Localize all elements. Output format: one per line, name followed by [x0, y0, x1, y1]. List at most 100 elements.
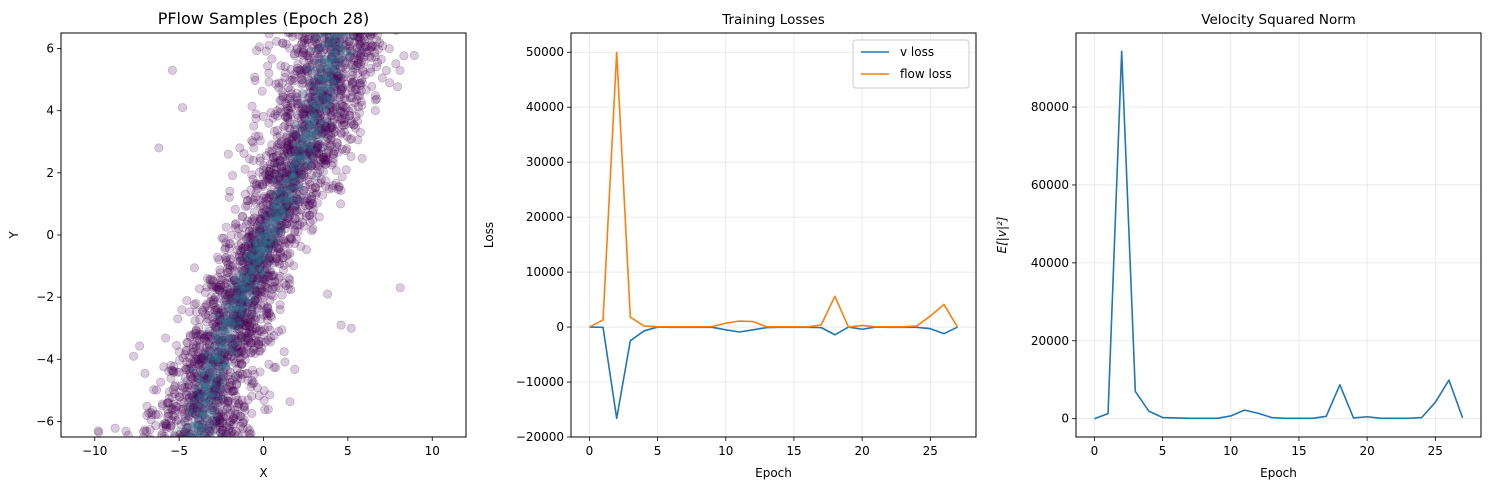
losses-series-line-1 — [589, 51, 959, 328]
density-point — [272, 162, 278, 169]
scatter-point — [244, 335, 254, 345]
density-point — [257, 234, 263, 240]
scatter-point — [234, 322, 244, 332]
scatter-point — [205, 354, 215, 364]
scatter-point — [242, 320, 252, 330]
scatter-point — [215, 285, 225, 295]
scatter-point — [263, 61, 273, 71]
density-point — [306, 102, 312, 109]
scatter-point — [253, 242, 263, 252]
scatter-point — [269, 331, 279, 341]
scatter-point — [318, 167, 328, 177]
scatter-point — [249, 276, 259, 286]
density-point — [276, 190, 283, 196]
scatter-point — [347, 46, 357, 56]
scatter-point — [335, 54, 345, 64]
scatter-point — [244, 154, 254, 164]
scatter-point — [241, 283, 251, 293]
scatter-point — [240, 241, 250, 251]
scatter-point — [244, 270, 254, 280]
density-point — [237, 337, 243, 343]
density-point — [345, 54, 352, 60]
density-point — [306, 193, 312, 199]
scatter-point — [184, 428, 194, 437]
scatter-point — [181, 423, 191, 433]
scatter-point — [326, 111, 336, 121]
scatter-point — [373, 24, 381, 32]
density-point — [248, 295, 254, 302]
scatter-point — [272, 254, 282, 264]
density-point — [213, 438, 218, 443]
scatter-point — [269, 158, 279, 168]
density-point — [345, 61, 352, 67]
scatter-point — [212, 436, 218, 437]
scatter-point — [247, 243, 257, 253]
scatter-point — [221, 273, 231, 283]
scatter-point — [292, 96, 302, 106]
density-point — [187, 438, 192, 443]
scatter-point — [370, 33, 375, 34]
scatter-point — [330, 75, 340, 85]
losses-ytick-label-0: −20000 — [516, 430, 564, 444]
scatter-point — [245, 321, 255, 331]
scatter-point — [250, 239, 260, 249]
scatter-point — [319, 152, 329, 162]
scatter-point — [211, 322, 221, 332]
scatter-point — [323, 92, 333, 102]
scatter-point — [269, 282, 279, 292]
scatter-point — [255, 367, 265, 377]
scatter-point — [275, 259, 285, 269]
scatter-point — [219, 356, 229, 366]
scatter-point — [210, 305, 220, 315]
scatter-panel: −10 −5 0 5 10 −6 −4 −2 0 2 4 6 PFlow Samples (Epoch… — [7, 9, 467, 480]
density-point — [297, 173, 303, 179]
scatter-point — [333, 74, 343, 84]
scatter-outlier-4 — [346, 323, 356, 333]
scatter-point — [370, 48, 380, 58]
scatter-point — [194, 331, 204, 341]
scatter-point — [269, 126, 279, 136]
velocity-ticks: 0 5 10 15 20 25 0 20000 40000 60000 80000 — [1031, 100, 1443, 458]
density-point — [307, 73, 313, 79]
scatter-point — [335, 115, 345, 125]
density-point — [213, 300, 220, 307]
density-point — [231, 276, 237, 282]
scatter-point — [293, 110, 303, 120]
density-point — [197, 442, 202, 447]
density-point — [296, 67, 302, 73]
scatter-point — [306, 141, 316, 151]
scatter-point — [287, 103, 297, 113]
scatter-point — [246, 194, 256, 204]
scatter-point — [301, 191, 311, 201]
scatter-point — [218, 333, 228, 343]
density-point — [211, 338, 217, 344]
density-point — [237, 279, 243, 286]
scatter-point — [228, 302, 238, 312]
density-point — [218, 431, 225, 437]
scatter-point — [341, 79, 351, 89]
scatter-outlier-9 — [339, 93, 349, 103]
legend-label-flow-loss: flow loss — [900, 67, 952, 81]
density-point — [311, 65, 317, 71]
scatter-point — [241, 321, 251, 331]
scatter-point — [329, 73, 339, 83]
scatter-points — [93, 24, 419, 449]
density-point — [213, 392, 219, 398]
scatter-point — [157, 399, 167, 409]
scatter-point — [300, 114, 310, 124]
scatter-point — [285, 248, 295, 258]
scatter-point — [268, 202, 278, 212]
scatter-point — [237, 259, 247, 269]
scatter-point — [251, 109, 261, 119]
scatter-point — [135, 441, 143, 449]
density-point — [197, 436, 200, 437]
scatter-point — [211, 349, 221, 359]
scatter-point — [347, 86, 357, 96]
scatter-point — [346, 46, 356, 56]
scatter-point — [231, 305, 241, 315]
scatter-point — [268, 197, 278, 207]
scatter-point — [224, 438, 232, 446]
scatter-point — [314, 98, 324, 108]
scatter-point — [333, 73, 343, 83]
scatter-point — [247, 306, 257, 316]
